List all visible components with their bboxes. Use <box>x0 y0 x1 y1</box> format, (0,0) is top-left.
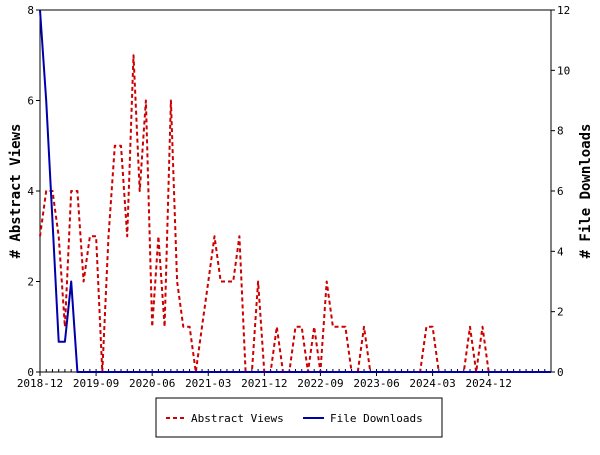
x-tick-label: 2020-06 <box>129 377 175 390</box>
legend-label-file-downloads: File Downloads <box>330 412 423 425</box>
x-tick-label: 2024-03 <box>409 377 455 390</box>
plot-frame <box>39 9 552 373</box>
x-tick-label: 2023-06 <box>353 377 399 390</box>
legend-label-abstract-views: Abstract Views <box>191 412 284 425</box>
series-line-file-downloads <box>39 9 551 373</box>
x-tick-label: 2022-09 <box>297 377 343 390</box>
y-right-tick-label: 8 <box>557 125 564 138</box>
x-tick-label: 2018-12 <box>17 377 63 390</box>
y-axis-left-label: # Abstract Views <box>8 124 24 259</box>
y-left-tick-label: 2 <box>27 276 34 289</box>
series-line-abstract-views <box>39 54 551 373</box>
x-tick-label: 2021-03 <box>185 377 231 390</box>
y-right-tick-label: 6 <box>557 185 564 198</box>
y-right-tick-label: 2 <box>557 306 564 319</box>
y-right-tick-label: 4 <box>557 245 564 258</box>
legend: Abstract Views File Downloads <box>155 397 443 438</box>
x-tick-label: 2024-12 <box>466 377 512 390</box>
y-right-tick-label: 12 <box>557 4 570 17</box>
y-axis-right-label: # File Downloads <box>578 124 594 259</box>
axes-group: 2018-12 2019-09 2020-06 2021-03 2021-12 2022-… <box>17 4 570 390</box>
y-left-tick-label: 6 <box>27 95 34 108</box>
series-group <box>39 9 551 373</box>
y-right-tick-label: 0 <box>557 366 564 379</box>
x-tick-label: 2021-12 <box>241 377 287 390</box>
legend-box <box>155 397 443 438</box>
x-tick-label: 2019-09 <box>73 377 119 390</box>
y-left-tick-label: 8 <box>27 4 34 17</box>
y-left-tick-label: 4 <box>27 185 34 198</box>
y-left-tick-label: 0 <box>27 366 34 379</box>
y-right-tick-label: 10 <box>557 64 570 77</box>
